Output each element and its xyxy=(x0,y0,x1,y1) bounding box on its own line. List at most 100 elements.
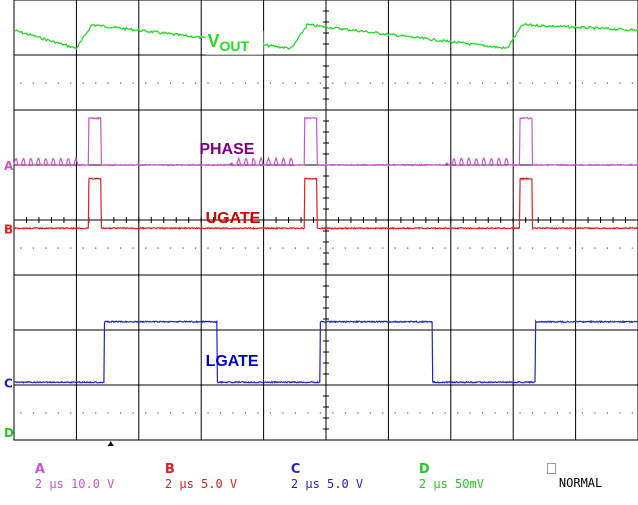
grid-dot xyxy=(556,247,559,249)
oscilloscope-screen: VOUT PHASE UGATE LGATE A B C D xyxy=(4,0,638,446)
grid-dot xyxy=(432,412,434,414)
status-channel-a: A 2 µs 10.0 V xyxy=(6,448,114,505)
mode-box-icon xyxy=(546,463,556,474)
grid-dot xyxy=(369,412,371,414)
grid-dot xyxy=(457,412,459,414)
channel-marker-b: B xyxy=(4,222,13,236)
grid-dot xyxy=(569,82,571,84)
grid-dot xyxy=(544,247,546,249)
grid-dot xyxy=(357,412,359,414)
status-channel-d: D 2 µs 50mV xyxy=(390,448,484,505)
grid-dot xyxy=(519,82,521,84)
grid-dot xyxy=(45,82,47,84)
channel-status-bar: A 2 µs 10.0 V B 2 µs 5.0 V C 2 µs 5.0 V … xyxy=(0,443,638,491)
grid-dot xyxy=(32,412,34,414)
grid-dot xyxy=(444,247,446,249)
grid-dot xyxy=(619,82,621,84)
grid-dot xyxy=(631,247,633,249)
trace-layer xyxy=(13,22,638,385)
grid-dot xyxy=(382,412,384,414)
grid-dot xyxy=(294,412,296,414)
grid-dot xyxy=(145,412,147,414)
grid-dot xyxy=(57,412,59,414)
grid-dot xyxy=(506,247,509,249)
grid-dot xyxy=(95,247,97,249)
grid-dot xyxy=(57,82,59,84)
grid-dot xyxy=(107,247,109,249)
grid-dot xyxy=(619,412,621,414)
grid-dot xyxy=(506,412,509,414)
grid-dot xyxy=(606,82,608,84)
grid-dot xyxy=(469,82,471,84)
grid-dot xyxy=(606,247,608,249)
status-text-d: 2 µs 50mV xyxy=(418,477,484,491)
vout-label-sub: OUT xyxy=(219,38,249,54)
grid-dot xyxy=(145,82,147,84)
vout-label-main: V xyxy=(207,31,219,51)
grid-dot xyxy=(494,412,496,414)
grid-dot xyxy=(506,82,509,84)
grid-dot xyxy=(394,412,396,414)
grid-dot xyxy=(457,247,459,249)
channel-marker-a: A xyxy=(4,159,14,173)
grid-dot xyxy=(257,247,259,249)
grid-dot xyxy=(70,412,72,414)
grid-dot xyxy=(194,412,197,414)
grid-dot xyxy=(257,412,259,414)
grid-dot xyxy=(432,82,434,84)
grid-dot xyxy=(619,247,621,249)
grid-dot xyxy=(219,247,222,249)
grid-dot xyxy=(544,412,546,414)
grid-dot xyxy=(207,412,209,414)
grid-dot xyxy=(157,82,159,84)
grid-dot xyxy=(232,82,234,84)
grid-dot xyxy=(95,82,97,84)
grid-dot xyxy=(594,412,596,414)
grid-dot xyxy=(45,412,47,414)
grid-dot xyxy=(294,247,296,249)
grid-dot xyxy=(631,412,633,414)
lgate-label: LGATE xyxy=(206,353,259,370)
grid-dot xyxy=(357,82,359,84)
trigger-arrow-icon xyxy=(107,441,114,446)
trace-ugate xyxy=(13,177,638,231)
grid-dot xyxy=(82,412,84,414)
grid-dot xyxy=(419,247,421,249)
grid-dot xyxy=(107,412,109,414)
ugate-label: UGATE xyxy=(206,210,261,227)
grid-dot xyxy=(432,247,434,249)
phase-label: PHASE xyxy=(199,141,254,158)
status-mode: NORMAL xyxy=(518,448,602,504)
grid-dot xyxy=(244,412,247,414)
grid-dot xyxy=(469,247,471,249)
grid-dot xyxy=(581,82,584,84)
graticule-grid xyxy=(13,0,638,446)
grid-dot xyxy=(120,82,122,84)
grid-dot xyxy=(170,247,172,249)
grid-dot xyxy=(32,247,34,249)
grid-dot xyxy=(95,412,97,414)
grid-dot xyxy=(32,82,34,84)
grid-dot xyxy=(482,82,484,84)
status-letter-d: D xyxy=(418,462,430,477)
grid-dot xyxy=(494,247,496,249)
grid-dot xyxy=(581,247,584,249)
grid-dot xyxy=(120,247,122,249)
grid-dot xyxy=(194,247,197,249)
grid-dot xyxy=(631,82,633,84)
grid-dot xyxy=(70,82,72,84)
trace-vout xyxy=(13,22,638,51)
grid-dot xyxy=(544,82,546,84)
grid-dot xyxy=(444,412,446,414)
grid-dot xyxy=(581,412,584,414)
grid-dot xyxy=(594,247,596,249)
vout-label: VOUT xyxy=(207,31,249,54)
grid-dot xyxy=(319,412,321,414)
grid-dot xyxy=(45,247,47,249)
trace-lgate xyxy=(13,319,638,385)
grid-dot xyxy=(394,247,396,249)
grid-dot xyxy=(556,82,559,84)
trace-phase xyxy=(13,116,638,168)
grid-dot xyxy=(219,82,222,84)
grid-dot xyxy=(594,82,596,84)
